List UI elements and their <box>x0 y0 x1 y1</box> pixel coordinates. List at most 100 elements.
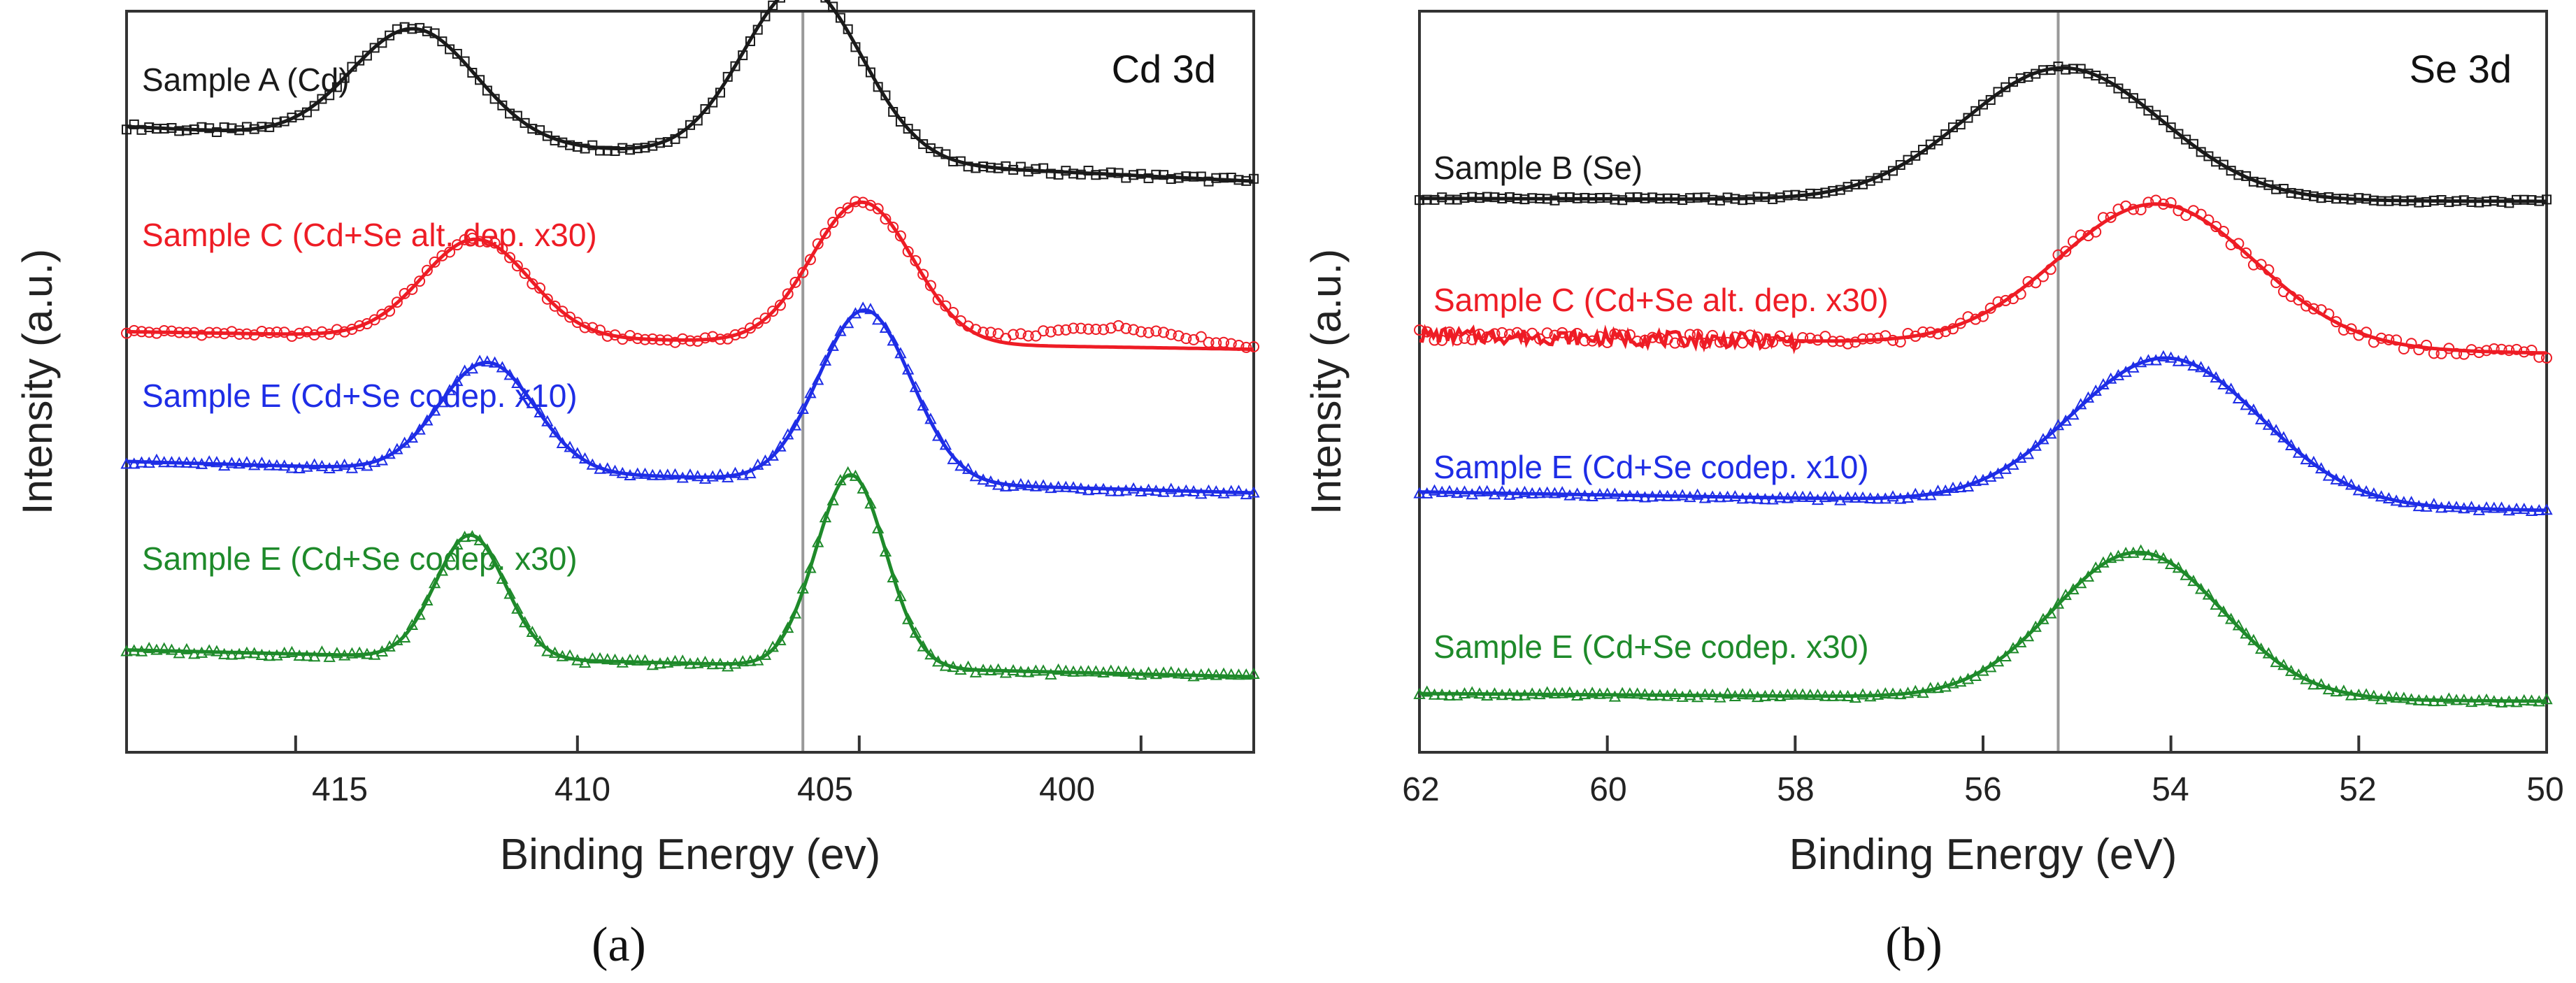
panel-b-data-point <box>2338 194 2349 204</box>
panel-a-data-point <box>857 196 869 208</box>
panel-b-data-point <box>2466 196 2477 207</box>
panel-a-data-point <box>255 648 269 660</box>
panel-b-data-point <box>1700 192 1710 203</box>
panel-a-data-point <box>676 471 689 483</box>
panel-a-data-point <box>1007 479 1019 492</box>
panel-a-data-point <box>1210 668 1222 680</box>
panel-b-data-point <box>1564 489 1576 501</box>
panel-b-data-point <box>2307 678 2320 690</box>
panel-a-data-point <box>1068 322 1080 334</box>
panel-a-data-point <box>715 87 725 98</box>
panel-a-data-point <box>752 317 764 329</box>
panel-a-data-point <box>1097 666 1110 677</box>
panel-b-data-point <box>2504 198 2514 208</box>
panel-b-data-point <box>2277 659 2290 670</box>
panel-b-data-point <box>1790 189 1801 200</box>
panel-a-data-point <box>985 475 997 487</box>
panel-a-data-point <box>1030 330 1042 342</box>
panel-a-data-point <box>661 656 674 668</box>
panel-a-data-point <box>459 234 471 245</box>
panel-b-data-point <box>1999 650 2012 661</box>
panel-b-data-point <box>2331 316 2342 328</box>
panel-a-data-point <box>647 333 659 345</box>
panel-a-data-point <box>939 659 952 671</box>
panel-b-data-point <box>2489 196 2499 206</box>
panel-b-data-point <box>1503 687 1516 699</box>
panel-a-data-point <box>849 307 862 319</box>
panel-b-data-point <box>2059 414 2072 426</box>
panel-a-data-point <box>481 543 494 555</box>
panel-a-data-point <box>640 143 650 153</box>
panel-b-data-point <box>2480 501 2493 513</box>
panel-a-data-point <box>481 355 494 367</box>
panel-a-data-point <box>511 376 524 388</box>
panel-b-data-point <box>1691 691 1704 703</box>
panel-a-data-point <box>196 329 208 341</box>
panel-a-data-point <box>1023 166 1033 177</box>
panel-b-data-point <box>2391 334 2403 346</box>
panel-b-data-point <box>1587 193 1598 203</box>
panel-b-data-point <box>1977 310 1989 322</box>
panel-a-data-point <box>1052 480 1065 492</box>
panel-b-data-point <box>1706 490 1719 502</box>
panel-b-data-point <box>1429 194 1440 205</box>
panel-a-data-point <box>496 361 509 373</box>
panel-b-data-point <box>1842 338 1854 350</box>
panel-b-data-point <box>2330 685 2342 697</box>
panel-b-data-point <box>1775 192 1785 203</box>
panel-b-data-point <box>1571 689 1584 701</box>
panel-a-data-point <box>415 22 425 33</box>
panel-b-data-point <box>2488 695 2500 707</box>
panel-b-data-point <box>2030 277 2042 289</box>
panel-b-data-point <box>2510 502 2523 515</box>
panel-a-data-point <box>901 363 915 375</box>
panel-b-data-point <box>2398 196 2409 206</box>
panel-b-data-point <box>1669 337 1681 349</box>
panel-a-data-point <box>550 135 560 145</box>
panel-b-data-point <box>2164 557 2177 569</box>
panel-a-data-point <box>1082 323 1094 335</box>
panel-a-data-point <box>518 387 531 399</box>
panel-b-data-point <box>1617 329 1629 341</box>
panel-a-data-point <box>331 647 343 659</box>
panel-a-data-point <box>1120 322 1132 334</box>
panel-b-data-point <box>2361 327 2373 338</box>
panel-b-data-point <box>1714 491 1726 503</box>
panel-b-data-point <box>1752 192 1763 202</box>
panel-b-series-label-sample-e-x30: Sample E (Cd+Se codep. x30) <box>1433 629 1869 665</box>
panel-a-data-point <box>475 75 485 85</box>
panel-a-data-point <box>631 333 643 345</box>
panel-a: 415 410 405 400 Cd 3d Sample A (Cd) Samp… <box>14 0 1260 972</box>
panel-a-data-point <box>699 472 712 484</box>
panel-b-data-point <box>2526 195 2537 206</box>
panel-b-data-point <box>2284 438 2298 450</box>
panel-b-data-point <box>1572 193 1582 203</box>
panel-b-fit-line <box>1419 550 2547 703</box>
panel-b-data-point <box>2518 502 2531 515</box>
panel-a-data-point <box>257 122 267 132</box>
panel-a-data-point <box>1029 664 1043 676</box>
panel-b-data-point <box>1909 684 1922 696</box>
panel-a-data-point <box>1089 665 1102 677</box>
panel-a-data-point <box>436 396 449 408</box>
panel-b-data-point <box>2210 598 2222 610</box>
panel-a-data-point <box>668 654 682 666</box>
panel-a-data-point <box>151 124 162 134</box>
panel-b-data-point <box>2443 343 2455 354</box>
panel-a-data-point <box>316 326 328 338</box>
panel-a-data-point <box>150 643 163 655</box>
panel-b-data-point <box>1443 327 1455 338</box>
panel-a-data-point <box>1105 167 1116 178</box>
panel-b-data-point <box>1594 331 1605 343</box>
panel-b-data-point <box>2270 655 2282 668</box>
panel-b-data-point <box>2512 194 2522 205</box>
panel-a-data-point <box>143 327 155 338</box>
panel-b-data-point <box>2255 259 2267 271</box>
panel-a-data-point <box>820 0 831 3</box>
panel-a-data-point <box>422 26 432 36</box>
panel-a-data-point <box>135 645 148 656</box>
panel-b-data-point <box>1512 194 1522 204</box>
panel-a-data-point <box>1129 170 1139 180</box>
panel-a-data-point <box>668 468 682 480</box>
panel-a-data-point <box>1151 169 1161 180</box>
